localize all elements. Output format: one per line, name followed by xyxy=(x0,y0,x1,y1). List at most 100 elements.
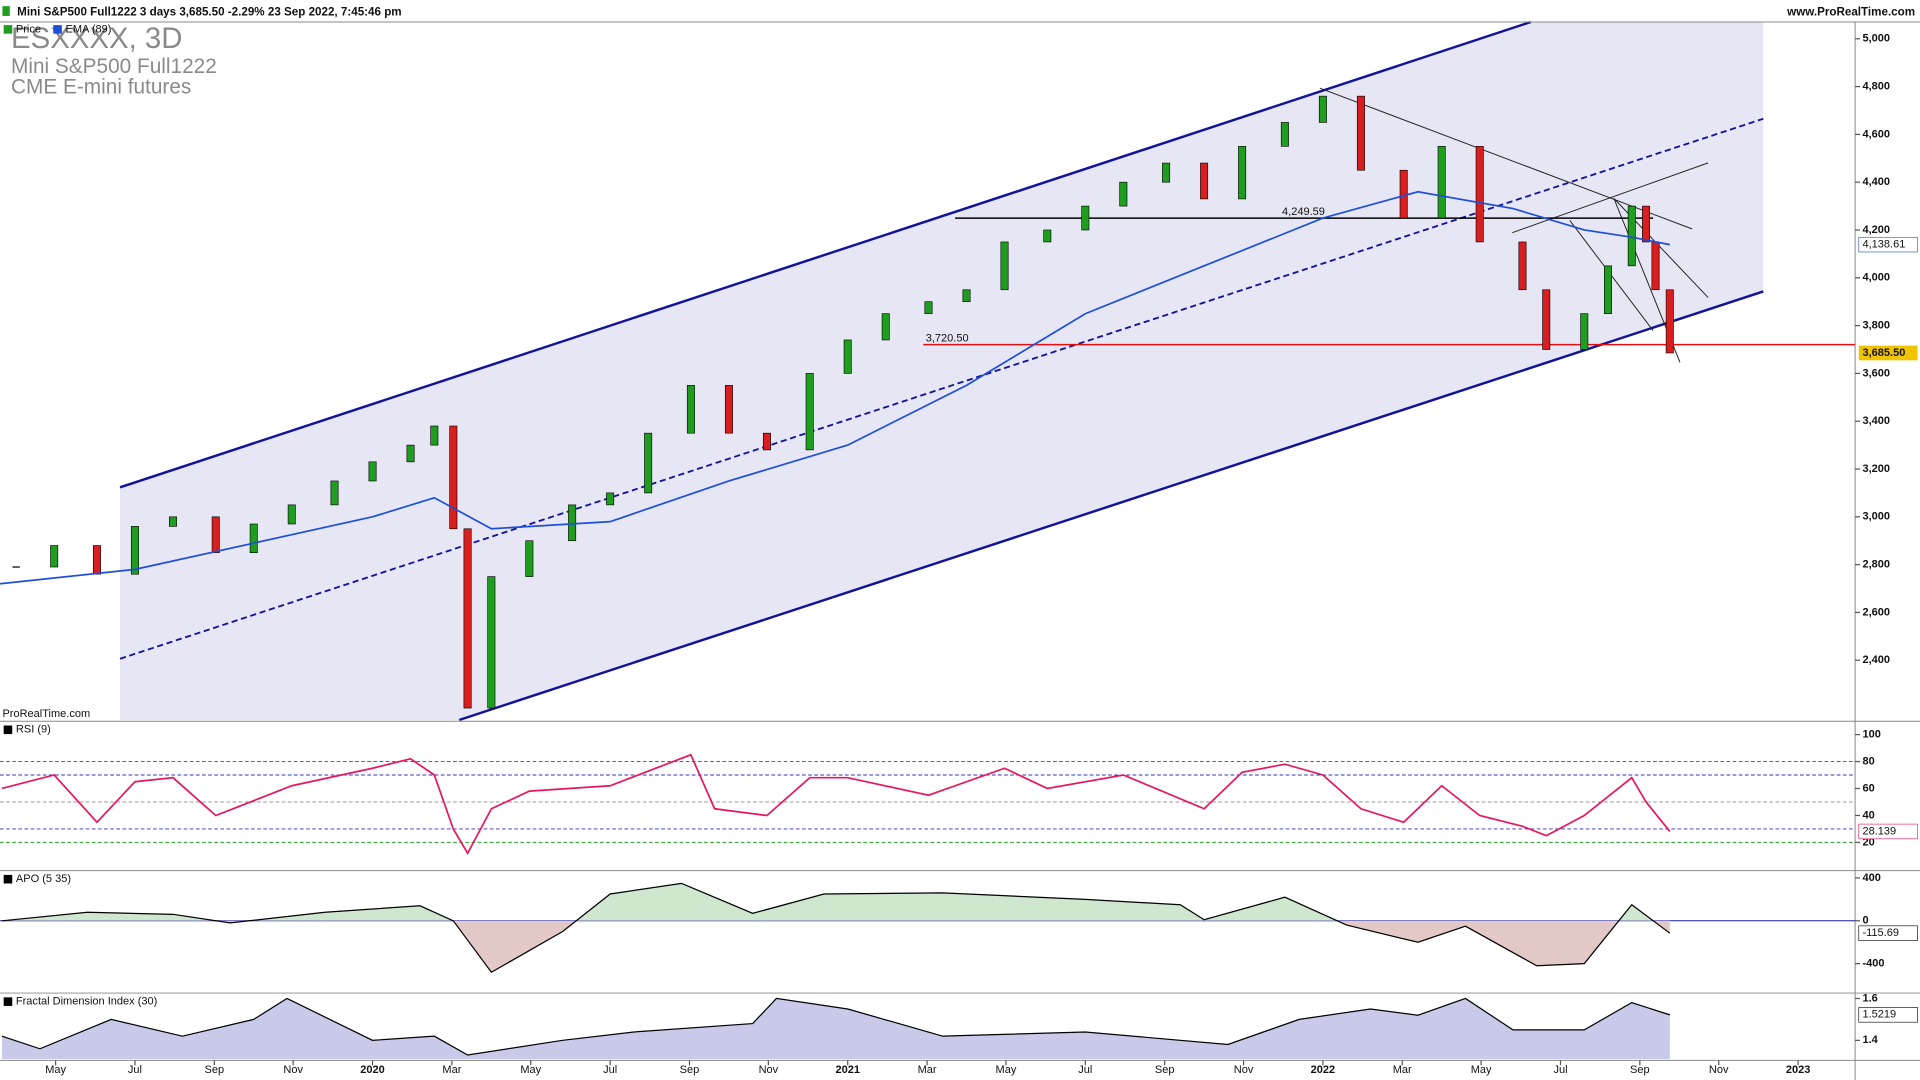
legend-label: RSI (9) xyxy=(16,724,51,736)
x-tick-label: Sep xyxy=(205,1064,225,1076)
candle xyxy=(368,461,377,482)
x-tick-label: Mar xyxy=(918,1064,937,1076)
x-tick-label: May xyxy=(1471,1064,1492,1076)
y-tick-label: 4,000 xyxy=(1862,272,1890,284)
x-tick-label: 2021 xyxy=(835,1064,860,1076)
area xyxy=(1,883,1670,921)
last-value-label: -115.69 xyxy=(1862,927,1899,939)
candle xyxy=(1000,241,1009,291)
candle xyxy=(606,492,615,506)
channel-lower xyxy=(458,290,1764,722)
candle xyxy=(525,540,534,577)
candle xyxy=(1162,162,1171,183)
candle xyxy=(330,480,339,506)
y-tick-label: 400 xyxy=(1862,872,1880,884)
candle xyxy=(1542,289,1551,350)
x-tick-label: Jul xyxy=(1078,1064,1092,1076)
candle xyxy=(487,576,496,709)
panel: -400 0 400 APO (5 35) -115.69 xyxy=(0,872,1918,974)
y-tick-label: 100 xyxy=(1862,728,1880,740)
y-tick-label: 4,800 xyxy=(1862,80,1890,92)
x-tick-label: 2022 xyxy=(1311,1064,1336,1076)
legend-label: Price xyxy=(16,23,41,35)
last-value-box xyxy=(1858,1007,1918,1023)
y-tick-label: 2,400 xyxy=(1862,654,1890,666)
x-tick-label: Sep xyxy=(1630,1064,1650,1076)
x-tick-label: Jul xyxy=(1553,1064,1567,1076)
x-tick-label: May xyxy=(520,1064,541,1076)
y-tick-label: 2,600 xyxy=(1862,606,1890,618)
y-tick-label: 5,000 xyxy=(1862,33,1890,45)
candle xyxy=(249,523,258,553)
watermark: ESXXXX, 3D xyxy=(11,22,182,55)
candle xyxy=(1280,122,1289,147)
panel: 2,400 2,600 2,800 3,000 3,200 3,400 3,600 3,800… xyxy=(0,23,1918,709)
candle xyxy=(805,373,814,451)
x-tick-label: Nov xyxy=(1234,1064,1254,1076)
y-tick-label: 3,400 xyxy=(1862,415,1890,427)
y-tick-label: -400 xyxy=(1862,958,1884,970)
candle xyxy=(1356,95,1365,171)
legend-swatch xyxy=(3,874,13,884)
legend-swatch xyxy=(3,997,13,1006)
last-value-box xyxy=(1858,345,1918,361)
y-tick-label: 20 xyxy=(1862,836,1874,848)
series-line xyxy=(1,997,1671,1056)
channel-mid xyxy=(119,117,1764,660)
legend-swatch xyxy=(3,725,13,735)
candle xyxy=(1518,241,1527,291)
last-value-label: 1.5219 xyxy=(1862,1009,1896,1021)
channel-upper xyxy=(119,20,1531,489)
candle xyxy=(430,425,439,446)
last-value-box xyxy=(1858,236,1918,253)
footer-brand: ProRealTime.com xyxy=(2,708,90,720)
candle xyxy=(1580,313,1589,350)
candle xyxy=(962,289,971,303)
candle xyxy=(287,504,296,525)
y-tick-label: 1.4 xyxy=(1862,1034,1878,1046)
watermark: Mini S&P500 Full1222 xyxy=(11,55,217,78)
x-tick-label: Sep xyxy=(1155,1064,1175,1076)
x-tick-label: Nov xyxy=(283,1064,303,1076)
candle xyxy=(1665,289,1674,354)
y-tick-label: 40 xyxy=(1862,809,1874,821)
candle xyxy=(1081,205,1090,231)
candle xyxy=(1043,229,1052,243)
series-line xyxy=(0,190,1671,585)
y-tick-label: 1.6 xyxy=(1862,992,1877,1004)
frame xyxy=(0,21,1920,1080)
header-title: Mini S&P500 Full1222 3 days 3,685.50 -2.… xyxy=(17,5,402,18)
x-tick-label: Nov xyxy=(759,1064,779,1076)
series-line xyxy=(1,882,1671,974)
candle xyxy=(843,339,852,374)
trendline xyxy=(1512,162,1709,234)
candle xyxy=(1318,95,1327,123)
last-value-label: 28.139 xyxy=(1862,825,1896,837)
x-tick-label: 2023 xyxy=(1786,1064,1811,1076)
legend-label: APO (5 35) xyxy=(16,873,71,885)
y-tick-label: 3,800 xyxy=(1862,320,1890,332)
candle xyxy=(1651,241,1660,291)
y-tick-label: 3,600 xyxy=(1862,367,1890,379)
candle xyxy=(449,425,458,530)
x-tick-label: Sep xyxy=(680,1064,700,1076)
watermark: CME E-mini futures xyxy=(11,76,191,99)
last-value-label: 3,685.50 xyxy=(1862,347,1905,359)
y-tick-label: 60 xyxy=(1862,782,1874,794)
y-tick-label: 4,400 xyxy=(1862,176,1890,188)
candle xyxy=(881,313,890,341)
last-value-box xyxy=(1858,823,1918,840)
area xyxy=(1,920,1670,973)
candle xyxy=(1119,181,1128,207)
series-line xyxy=(1,753,1671,855)
x-tick-label: Jul xyxy=(603,1064,617,1076)
y-tick-label: 80 xyxy=(1862,755,1874,767)
candle xyxy=(1642,205,1651,243)
x-tick-label: Mar xyxy=(442,1064,461,1076)
candle xyxy=(644,432,653,494)
candle xyxy=(1437,146,1446,219)
candle xyxy=(50,545,59,568)
candle xyxy=(924,301,933,314)
x-tick-label: Nov xyxy=(1709,1064,1729,1076)
